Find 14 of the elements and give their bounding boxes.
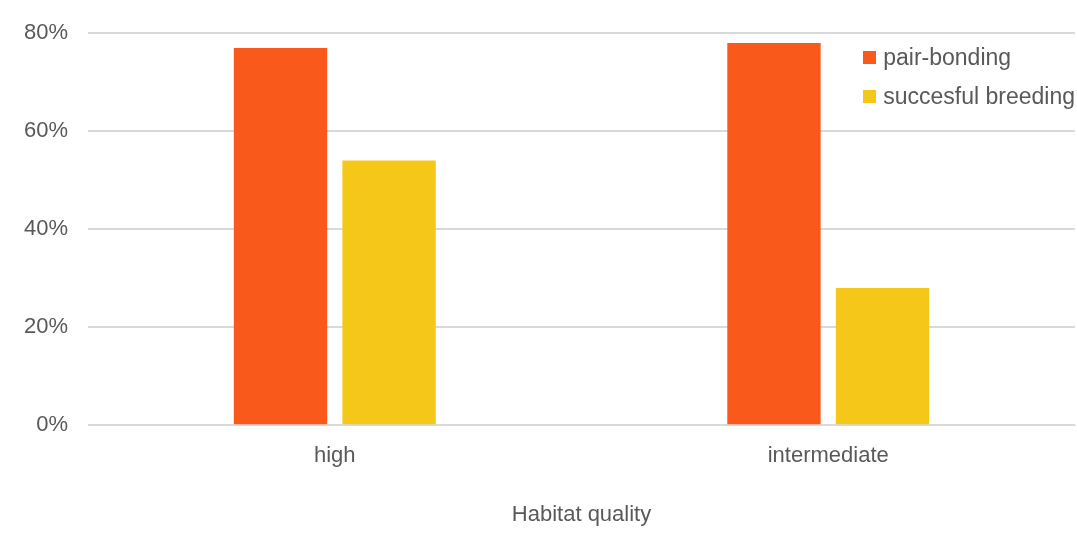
y-tick-label: 20%	[23, 313, 69, 339]
bar	[233, 47, 328, 425]
y-tick-label: 80%	[23, 19, 69, 45]
legend-label: succesful breeding	[883, 83, 1075, 110]
legend-label: pair-bonding	[883, 44, 1012, 71]
x-tick-label: intermediate	[767, 442, 889, 468]
bar	[727, 43, 821, 425]
y-tick-label: 60%	[23, 117, 69, 143]
x-axis-title: Habitat quality	[511, 500, 652, 526]
bar	[835, 288, 930, 425]
bar	[342, 160, 436, 425]
x-tick-label: high	[313, 442, 356, 468]
y-tick-label: 0%	[36, 411, 69, 437]
y-tick-label: 40%	[23, 215, 69, 241]
